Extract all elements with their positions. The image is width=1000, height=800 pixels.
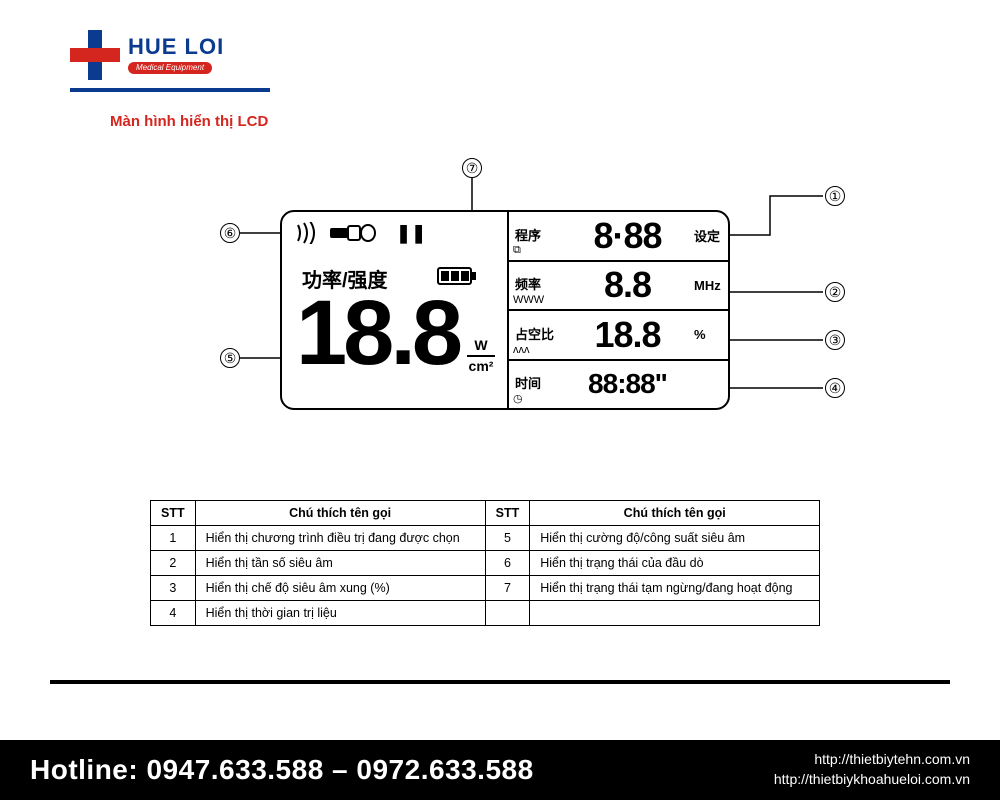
footer-urls: http://thietbiytehn.com.vn http://thietb… <box>774 750 970 789</box>
divider <box>50 680 950 684</box>
lcd-right-column: 程序 ⧉ 8·88 设定 频率 WWW 8.8 MHz 占空比 ᴧᴧᴧ 18.8… <box>507 212 728 408</box>
row-program: 程序 ⧉ 8·88 设定 <box>509 212 728 262</box>
row-frequency: 频率 WWW 8.8 MHz <box>509 262 728 312</box>
callout-6: ⑥ <box>220 223 240 243</box>
probe-icon <box>330 222 376 244</box>
row-duty: 占空比 ᴧᴧᴧ 18.8 % <box>509 311 728 361</box>
table-row: 2 Hiển thị tần số siêu âm 6 Hiển thị trạ… <box>151 551 820 576</box>
url-1: http://thietbiytehn.com.vn <box>774 750 970 770</box>
th-stt-left: STT <box>151 501 196 526</box>
callout-5: ⑤ <box>220 348 240 368</box>
callout-1: ① <box>825 186 845 206</box>
legend-table: STT Chú thích tên gọi STT Chú thích tên … <box>150 500 820 626</box>
lcd-figure: ① ② ③ ④ ⑤ ⑥ ⑦ ❚❚ 功率/强度 18.8 <box>130 150 870 480</box>
th-stt-right: STT <box>485 501 530 526</box>
logo-underline <box>70 88 270 92</box>
footer-bar: Hotline: 0947.633.588 – 0972.633.588 htt… <box>0 740 1000 800</box>
brand-tagline: Medical Equipment <box>128 62 212 74</box>
lcd-panel: ❚❚ 功率/强度 18.8 W cm² 程序 ⧉ 8·88 设定 频率 <box>280 210 730 410</box>
probe-status: ❚❚ <box>296 222 426 244</box>
brand-logo: HUE LOI Medical Equipment <box>70 30 224 80</box>
hotline-text: Hotline: 0947.633.588 – 0972.633.588 <box>30 754 534 786</box>
unit-w: W <box>467 338 495 353</box>
callout-3: ③ <box>825 330 845 350</box>
main-value: 18.8 <box>296 287 459 379</box>
clock-icon: ◷ <box>513 392 523 405</box>
callout-4: ④ <box>825 378 845 398</box>
table-row: 1 Hiển thị chương trình điều trị đang đư… <box>151 526 820 551</box>
unit-cm2: cm² <box>467 359 495 374</box>
table-row: 4 Hiển thị thời gian trị liệu <box>151 601 820 626</box>
main-unit: W cm² <box>467 338 495 375</box>
url-2: http://thietbiykhoahueloi.com.vn <box>774 770 970 790</box>
th-desc-left: Chú thích tên gọi <box>195 501 485 526</box>
callout-7: ⑦ <box>462 158 482 178</box>
pulse-icon: ᴧᴧᴧ <box>513 344 530 356</box>
th-desc-right: Chú thích tên gọi <box>530 501 820 526</box>
table-row: 3 Hiển thị chế độ siêu âm xung (%) 7 Hiể… <box>151 576 820 601</box>
sound-waves-icon <box>296 222 324 244</box>
program-icon: ⧉ <box>513 244 521 257</box>
pause-icon: ❚❚ <box>396 223 426 244</box>
brand-name: HUE LOI <box>128 36 224 58</box>
row-time: 时间 ◷ 88:88" <box>509 361 728 409</box>
wave-icon: WWW <box>513 294 544 306</box>
page-title: Màn hình hiển thị LCD <box>110 113 268 130</box>
callout-2: ② <box>825 282 845 302</box>
logo-cross-icon <box>70 30 120 80</box>
